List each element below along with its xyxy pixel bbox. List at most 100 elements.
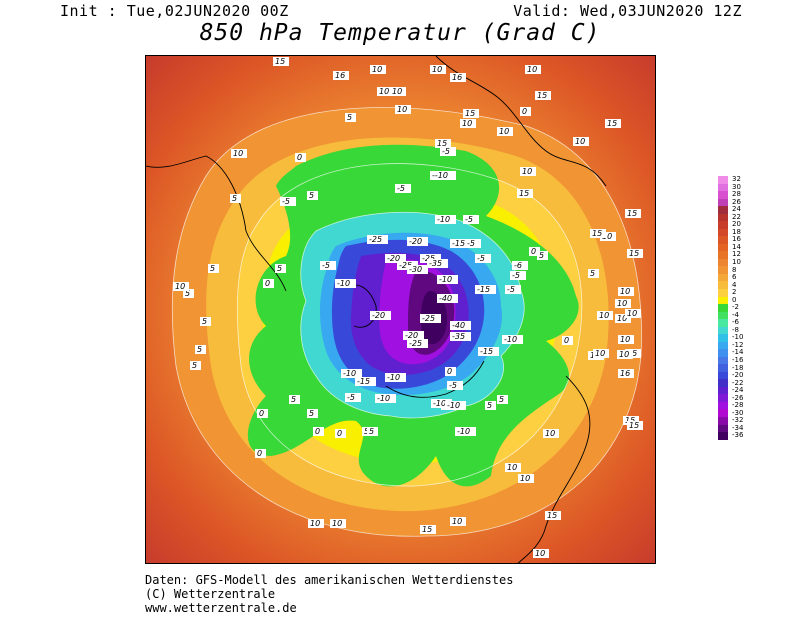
contour-label: 16 <box>618 369 634 378</box>
contour-label: -5 <box>475 254 491 263</box>
color-scale-label: 22 <box>732 212 741 221</box>
color-scale-label: 6 <box>732 273 737 282</box>
contour-label-text: 5 <box>291 395 296 404</box>
contour-label-text: -20 <box>372 311 385 320</box>
color-scale-swatch <box>718 311 728 320</box>
contour-label-text: 16 <box>335 71 345 80</box>
contour-label-text: 0 <box>522 107 527 116</box>
map-title: 850 hPa Temperatur (Grad C) <box>199 20 601 46</box>
contour-label-text: 5 <box>232 194 237 203</box>
color-scale-swatch <box>718 213 728 222</box>
contour-label-text: 5 <box>309 409 314 418</box>
color-scale-swatch <box>718 206 728 214</box>
color-scale-label: -4 <box>732 310 739 319</box>
contour-label-text: 10 <box>392 87 402 96</box>
contour-label: -5 <box>280 197 296 206</box>
contour-label-text: 10 <box>527 65 537 74</box>
color-scale-swatch <box>718 356 728 365</box>
contour-label: 15 <box>517 189 533 198</box>
contour-label-text: 10 <box>520 474 530 483</box>
contour-label-text: 10 <box>545 429 555 438</box>
contour-label-text: 16 <box>620 369 630 378</box>
contour-label: -30 <box>407 265 428 274</box>
contour-label: 0 <box>335 429 346 438</box>
coastline-asia <box>517 375 591 563</box>
contour-label: 10 <box>497 127 513 136</box>
contour-label-text: 15 <box>547 511 557 520</box>
contour-label-text: -40 <box>439 294 452 303</box>
contour-label: 5 <box>588 269 599 278</box>
contour-label-text: 5 <box>309 191 314 200</box>
contour-label: 0 <box>263 279 274 288</box>
contour-label-text: -10 <box>504 335 517 344</box>
contour-label: 10 <box>593 349 609 358</box>
contour-label: -25 <box>407 339 428 348</box>
contour-label: -5 <box>395 184 411 193</box>
contour-label-text: 10 <box>372 65 382 74</box>
contour-label: -10 <box>375 394 396 403</box>
color-scale-swatch <box>718 394 728 402</box>
color-scale-label: -34 <box>732 423 744 432</box>
contour-label-text: 10 <box>535 549 545 558</box>
contour-label: 15 <box>435 139 451 148</box>
color-scale-label: 20 <box>732 220 741 229</box>
color-scale-label: 30 <box>732 182 741 191</box>
contour-label-text: 5 <box>192 361 197 370</box>
contour-label-text: 0 <box>265 279 270 288</box>
contour-label: 10 <box>615 314 631 323</box>
contour-label-text: 10 <box>462 119 472 128</box>
color-scale-label: 10 <box>732 257 741 266</box>
contour-label-text: 15 <box>519 189 529 198</box>
contour-label-text: 10 <box>522 167 532 176</box>
contour-label-text: 10 <box>432 65 442 74</box>
contour-label-text: -6 <box>514 261 522 270</box>
footer-source: Daten: GFS-Modell des amerikanischen Wet… <box>145 573 514 587</box>
contour-label: -35 <box>427 259 448 268</box>
footer-copyright: (C) Wetterzentrale <box>145 587 276 601</box>
color-scale-label: -36 <box>732 431 744 440</box>
contour-label: -20 <box>385 254 406 263</box>
contour-label: 10 <box>173 282 189 291</box>
color-scale-swatch <box>718 401 728 410</box>
contour-label-text: -25 <box>399 261 412 270</box>
contour-label: 0 <box>255 449 266 458</box>
contour-label: --10 <box>430 171 456 180</box>
contour-label-text: 10 <box>620 335 630 344</box>
contour-label-text: -5 <box>347 393 355 402</box>
contour-label: -5 <box>345 393 361 402</box>
contour-label: 0 <box>562 336 573 345</box>
coastline-arctic <box>385 360 485 398</box>
color-scale-swatch <box>718 258 728 267</box>
contour-label-text: 0 <box>337 429 342 438</box>
color-scale-swatch <box>718 281 728 289</box>
contour-label: -10 <box>431 399 452 408</box>
contour-label: 15 <box>627 421 643 430</box>
contour-label: -20 <box>403 331 424 340</box>
color-scale-label: -32 <box>732 416 744 425</box>
contour-label: -10 <box>341 369 362 378</box>
contour-label-text: 0 <box>564 336 569 345</box>
contour-label-text: -15 <box>480 347 493 356</box>
contour-label-text: 0 <box>259 409 264 418</box>
color-scale-label: -30 <box>732 408 744 417</box>
contour-label: 5 <box>307 191 318 200</box>
contour-label: 10 <box>370 65 386 74</box>
contour-label-text: 15 <box>275 57 285 66</box>
contour-label: 5 <box>289 395 300 404</box>
contour-label: 5 <box>208 264 219 273</box>
contour-label-text: 15 <box>437 139 447 148</box>
contour-label-text: 10 <box>233 149 243 158</box>
contour-label-text: -15 <box>452 239 465 248</box>
color-scale-label: -26 <box>732 393 744 402</box>
color-scale-swatch <box>718 273 728 282</box>
contour-label: 10 <box>615 299 631 308</box>
contour-label: 15 <box>627 249 643 258</box>
color-scale-label: 12 <box>732 250 741 259</box>
color-scale-label: 24 <box>732 205 741 214</box>
contour-label: -35 <box>450 332 471 341</box>
contour-label: 10 <box>573 137 589 146</box>
contour-label-text: -5 <box>507 285 515 294</box>
contour-label: 0 <box>529 247 540 256</box>
contour-label-text: 5 <box>590 269 595 278</box>
contour-label: -25 <box>420 254 441 263</box>
